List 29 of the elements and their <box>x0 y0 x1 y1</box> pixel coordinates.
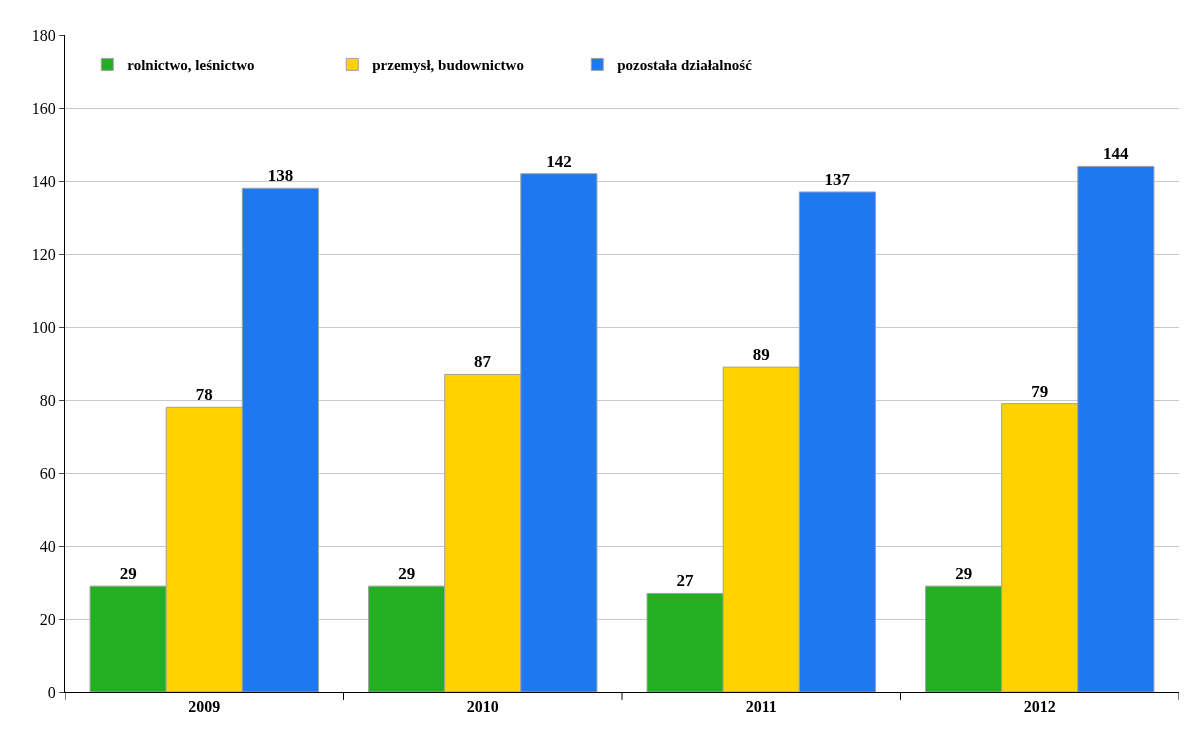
y-tick-label: 120 <box>31 245 56 263</box>
data-label: 87 <box>474 352 492 372</box>
y-tick-label: 20 <box>39 610 56 628</box>
y-tick-label: 40 <box>39 537 56 555</box>
data-label: 78 <box>195 385 213 405</box>
legend-label: przemysł, budownictwo <box>372 57 524 74</box>
data-label: 89 <box>752 345 770 365</box>
y-tick-label: 60 <box>39 464 56 482</box>
data-label: 144 <box>1102 144 1129 164</box>
data-label: 29 <box>119 564 137 584</box>
x-tick-label: 2010 <box>466 698 499 716</box>
data-label: 138 <box>267 166 294 186</box>
x-tick-label: 2009 <box>188 698 221 716</box>
y-tick-label: 140 <box>31 172 56 190</box>
x-tick-label: 2011 <box>745 698 777 716</box>
data-label: 27 <box>676 571 694 591</box>
y-tick-label: 100 <box>31 318 56 336</box>
y-tick-label: 180 <box>31 26 56 44</box>
legend-label: rolnictwo, leśnictwo <box>127 57 255 74</box>
data-label: 137 <box>824 169 851 189</box>
y-tick-label: 80 <box>39 391 56 409</box>
data-label: 29 <box>955 564 973 584</box>
data-label: 79 <box>1031 381 1049 401</box>
legend-label: pozostała działalność <box>617 57 753 74</box>
data-label: 29 <box>398 564 416 584</box>
y-tick-label: 0 <box>47 683 56 701</box>
data-label: 142 <box>546 151 572 171</box>
y-tick-label: 160 <box>31 99 56 117</box>
x-tick-label: 2012 <box>1023 698 1056 716</box>
